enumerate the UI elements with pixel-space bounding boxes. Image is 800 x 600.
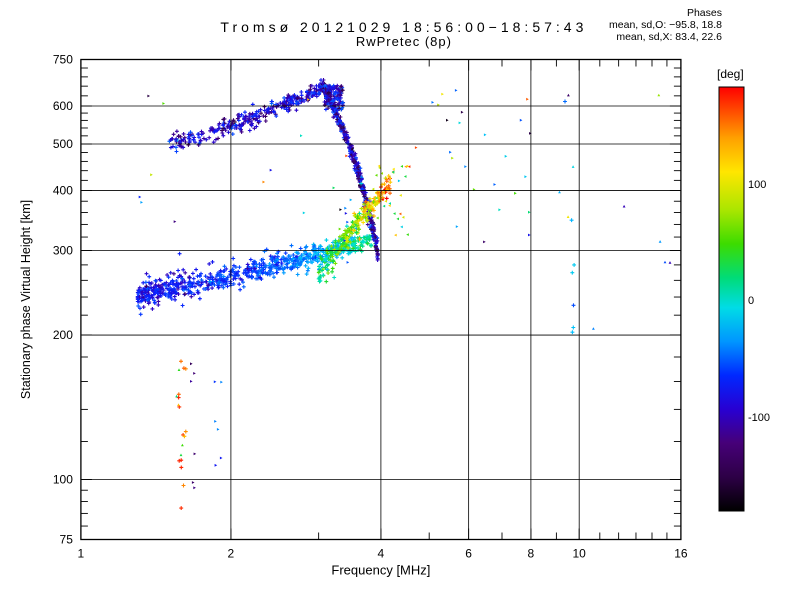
svg-text:750: 750 bbox=[53, 53, 73, 67]
svg-text:RwPretec (8p): RwPretec (8p) bbox=[356, 34, 452, 49]
svg-text:mean, sd,X: 83.4, 22.6: mean, sd,X: 83.4, 22.6 bbox=[616, 31, 722, 43]
svg-text:8: 8 bbox=[528, 547, 535, 561]
svg-text:10: 10 bbox=[573, 547, 587, 561]
svg-text:Phases: Phases bbox=[687, 7, 722, 19]
svg-text:2: 2 bbox=[228, 547, 235, 561]
svg-text:500: 500 bbox=[53, 137, 73, 151]
svg-text:Frequency [MHz]: Frequency [MHz] bbox=[331, 563, 430, 578]
svg-text:Tromsø 20121029 18:56:00−18:: Tromsø 20121029 18:56:00−18:57:43 bbox=[220, 19, 587, 35]
svg-text:Stationary phase Virtual Heigh: Stationary phase Virtual Height [km] bbox=[19, 200, 33, 399]
svg-text:75: 75 bbox=[60, 533, 74, 547]
svg-text:100: 100 bbox=[748, 179, 766, 191]
svg-text:1: 1 bbox=[78, 547, 85, 561]
svg-text:-100: -100 bbox=[748, 412, 770, 424]
svg-text:200: 200 bbox=[53, 328, 73, 342]
svg-text:0: 0 bbox=[748, 295, 754, 307]
svg-text:[deg]: [deg] bbox=[717, 67, 744, 81]
svg-text:600: 600 bbox=[53, 99, 73, 113]
svg-text:4: 4 bbox=[378, 547, 385, 561]
svg-text:300: 300 bbox=[53, 244, 73, 258]
svg-text:mean, sd,O: −95.8, 18.8: mean, sd,O: −95.8, 18.8 bbox=[609, 19, 722, 31]
svg-text:400: 400 bbox=[53, 184, 73, 198]
svg-text:100: 100 bbox=[53, 473, 73, 487]
svg-text:6: 6 bbox=[465, 547, 472, 561]
svg-text:16: 16 bbox=[674, 547, 688, 561]
